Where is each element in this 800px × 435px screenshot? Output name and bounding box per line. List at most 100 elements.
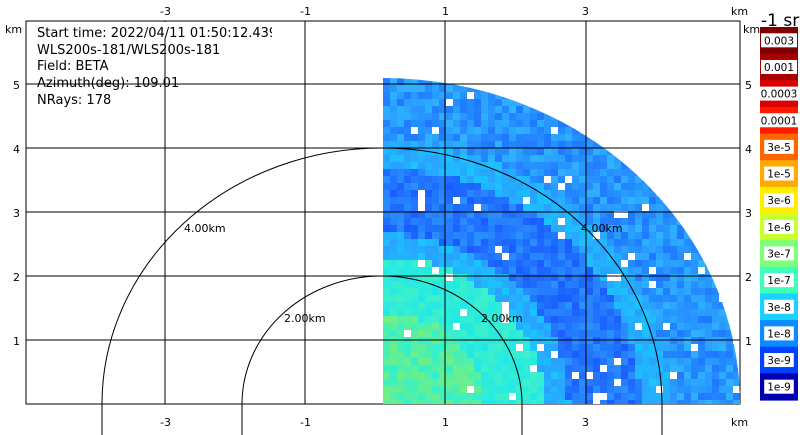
sector-cell bbox=[460, 106, 467, 113]
sector-cell bbox=[656, 400, 663, 404]
sector-cell bbox=[635, 330, 642, 337]
sector-cell bbox=[698, 302, 705, 309]
sector-cell bbox=[523, 211, 530, 218]
sector-cell bbox=[509, 386, 516, 393]
sector-cell bbox=[488, 309, 495, 316]
sector-cell bbox=[460, 267, 467, 274]
sector-cell bbox=[530, 316, 537, 323]
sector-cell bbox=[642, 267, 649, 274]
sector-cell bbox=[425, 316, 432, 323]
sector-cell bbox=[404, 92, 411, 99]
sector-cell bbox=[530, 155, 537, 162]
sector-cell bbox=[418, 295, 425, 302]
sector-cell bbox=[418, 148, 425, 155]
sector-cell bbox=[628, 183, 635, 190]
sector-cell bbox=[614, 155, 621, 162]
sector-cell bbox=[516, 106, 523, 113]
sector-cell bbox=[593, 148, 600, 155]
sector-cell bbox=[558, 358, 565, 365]
sector-cell bbox=[474, 330, 481, 337]
sector-cell bbox=[614, 239, 621, 246]
sector-cell bbox=[453, 197, 460, 204]
sector-cell bbox=[712, 302, 719, 309]
sector-cell bbox=[593, 344, 600, 351]
sector-cell bbox=[544, 190, 551, 197]
sector-cell bbox=[656, 358, 663, 365]
sector-cell bbox=[439, 113, 446, 120]
colorbar-label-bg bbox=[764, 193, 794, 208]
sector-cell bbox=[558, 379, 565, 386]
sector-cell bbox=[656, 295, 663, 302]
sector-cell bbox=[411, 169, 418, 176]
sector-cell bbox=[719, 372, 726, 379]
sector-cell bbox=[558, 246, 565, 253]
sector-cell bbox=[453, 253, 460, 260]
sector-cell bbox=[474, 204, 481, 211]
sector-cell bbox=[558, 127, 565, 134]
sector-cell bbox=[642, 239, 649, 246]
sector-cell bbox=[453, 176, 460, 183]
sector-cell bbox=[474, 92, 481, 99]
sector-cell bbox=[383, 260, 390, 267]
sector-cell bbox=[691, 302, 698, 309]
sector-cell bbox=[502, 190, 509, 197]
sector-cell bbox=[439, 176, 446, 183]
sector-cell bbox=[544, 246, 551, 253]
sector-cell bbox=[621, 288, 628, 295]
sector-cell bbox=[558, 344, 565, 351]
sector-cell bbox=[516, 232, 523, 239]
sector-cell bbox=[628, 197, 635, 204]
sector-cell bbox=[726, 393, 733, 400]
sector-cell bbox=[432, 246, 439, 253]
sector-cell bbox=[600, 246, 607, 253]
sector-cell bbox=[411, 281, 418, 288]
sector-cell bbox=[642, 379, 649, 386]
sector-cell bbox=[397, 113, 404, 120]
sector-cell bbox=[600, 372, 607, 379]
sector-cell bbox=[425, 218, 432, 225]
sector-cell bbox=[670, 267, 677, 274]
sector-cell bbox=[488, 183, 495, 190]
sector-cell bbox=[579, 400, 586, 404]
sector-cell bbox=[467, 260, 474, 267]
sector-cell bbox=[509, 400, 516, 404]
sector-cell bbox=[439, 351, 446, 358]
sector-cell bbox=[705, 281, 712, 288]
sector-cell bbox=[425, 169, 432, 176]
sector-cell bbox=[593, 386, 600, 393]
sector-cell bbox=[418, 323, 425, 330]
sector-cell bbox=[691, 365, 698, 372]
sector-cell bbox=[642, 316, 649, 323]
sector-cell bbox=[390, 323, 397, 330]
sector-cell bbox=[621, 281, 628, 288]
sector-cell bbox=[712, 295, 719, 302]
sector-cell bbox=[481, 358, 488, 365]
sector-cell bbox=[614, 281, 621, 288]
sector-cell bbox=[397, 134, 404, 141]
sector-cell bbox=[439, 323, 446, 330]
sector-cell bbox=[509, 183, 516, 190]
sector-cell bbox=[460, 309, 467, 316]
sector-cell bbox=[684, 239, 691, 246]
sector-cell bbox=[551, 120, 558, 127]
sector-cell bbox=[523, 260, 530, 267]
sector-cell bbox=[481, 190, 488, 197]
sector-cell bbox=[502, 295, 509, 302]
sector-cell bbox=[586, 204, 593, 211]
sector-cell bbox=[390, 246, 397, 253]
sector-cell bbox=[474, 183, 481, 190]
sector-cell bbox=[733, 393, 740, 400]
sector-cell bbox=[446, 99, 453, 106]
sector-cell bbox=[551, 190, 558, 197]
sector-cell bbox=[467, 120, 474, 127]
sector-cell bbox=[628, 274, 635, 281]
sector-cell bbox=[523, 400, 530, 404]
sector-cell bbox=[460, 393, 467, 400]
sector-cell bbox=[586, 246, 593, 253]
sector-cell bbox=[516, 316, 523, 323]
sector-cell bbox=[397, 190, 404, 197]
sector-cell bbox=[712, 288, 719, 295]
sector-cell bbox=[502, 162, 509, 169]
sector-cell bbox=[383, 211, 390, 218]
sector-cell bbox=[383, 330, 390, 337]
